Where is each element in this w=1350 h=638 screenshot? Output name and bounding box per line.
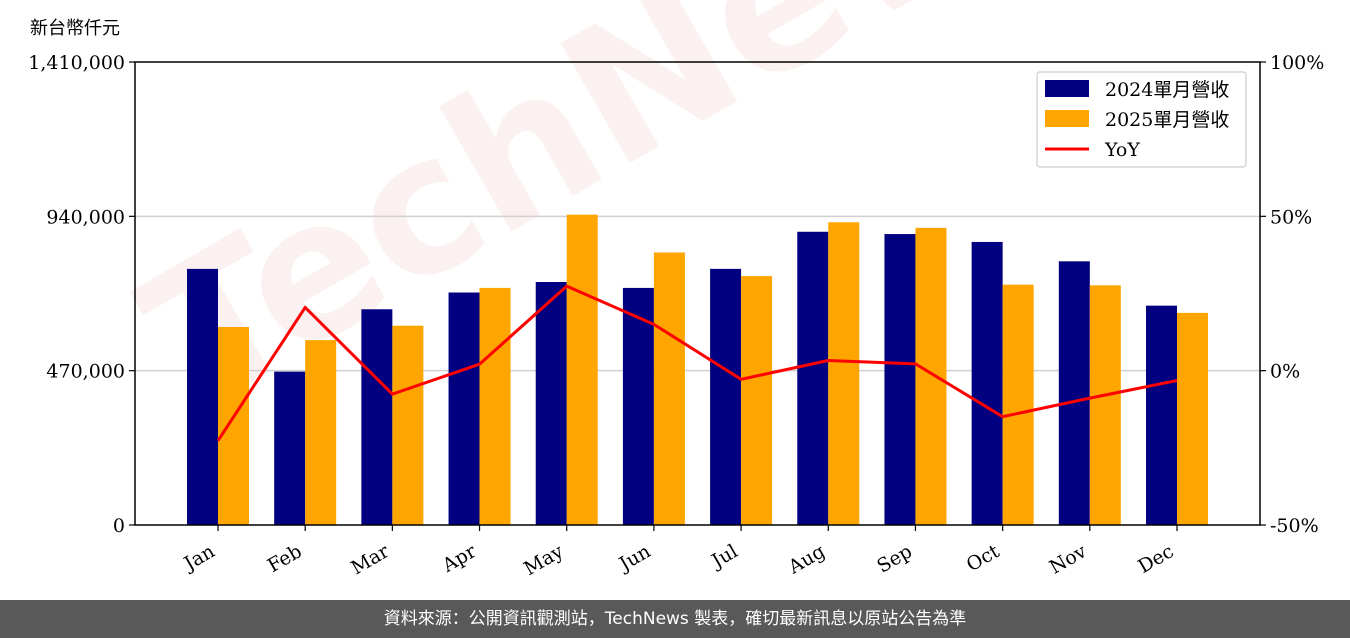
- bar-2025-sep: [915, 227, 947, 526]
- bar-2024-aug: [797, 231, 829, 525]
- bar-2024-jan: [187, 268, 218, 525]
- bar-2025-aug: [828, 222, 860, 526]
- y2-tick-label: 0%: [1270, 361, 1300, 383]
- x-tick-label: May: [520, 540, 567, 580]
- legend-box: [1036, 71, 1247, 168]
- x-tick-label: Mar: [347, 540, 393, 579]
- bar-2024-sep: [884, 234, 916, 525]
- yoy-line-layer: [216, 284, 1178, 442]
- y2-tick-label: -50%: [1270, 515, 1319, 537]
- x-tick-label: Jun: [614, 540, 655, 576]
- x-tick-label: Nov: [1046, 540, 1091, 579]
- bar-2025-apr: [479, 287, 511, 525]
- bar-2025-jan: [218, 326, 249, 525]
- bar-2024-oct: [971, 241, 1003, 525]
- bar-2024-jun: [622, 287, 654, 525]
- bar-2025-dec: [1177, 312, 1208, 525]
- source-footer: 資料來源：公開資訊觀測站，TechNews 製表，確切最新訊息以原站公告為準: [0, 600, 1350, 638]
- x-tick-label: Oct: [963, 540, 1004, 576]
- y2-tick-label: 100%: [1270, 52, 1324, 74]
- y2-tick-label: 50%: [1270, 206, 1312, 228]
- bar-2024-dec: [1146, 305, 1177, 525]
- yoy-line: [216, 284, 1178, 442]
- bar-2025-nov: [1089, 285, 1121, 525]
- legend-label-yoy: YoY: [1104, 139, 1140, 161]
- x-tick-label: Dec: [1134, 540, 1177, 578]
- legend: 2024單月營收 2025單月營收 YoY: [1036, 71, 1247, 168]
- x-tick-label: Jul: [706, 540, 741, 573]
- y-tick-label: 470,000: [46, 361, 125, 383]
- y-tick-label: 1,410,000: [28, 52, 125, 74]
- bar-2024-jul: [710, 268, 742, 525]
- bar-2025-may: [566, 214, 598, 526]
- x-tick-label: Apr: [438, 540, 481, 577]
- bar-2024-may: [535, 282, 567, 525]
- bars-layer: [187, 214, 1208, 526]
- bar-2025-mar: [392, 325, 424, 525]
- bar-2025-oct: [1002, 284, 1034, 525]
- bar-2024-apr: [448, 292, 480, 525]
- bar-2025-jun: [653, 252, 685, 525]
- bar-2024-nov: [1058, 261, 1090, 525]
- y-axis-unit-label: 新台幣仟元: [30, 18, 120, 39]
- y-tick-label: 0: [113, 515, 125, 537]
- chart-area: 0 470,000 940,000 1,410,000 -50% 0% 50% 100% Jan…: [28, 52, 1324, 580]
- x-tick-label: Aug: [784, 540, 829, 579]
- bar-2025-jul: [741, 276, 773, 525]
- bar-2025-feb: [305, 340, 337, 525]
- bar-2024-mar: [361, 309, 393, 525]
- x-tick-label: Feb: [264, 540, 306, 577]
- plot-frame: [134, 61, 1261, 526]
- x-tick-label: Sep: [873, 540, 916, 577]
- x-tick-label: Jan: [179, 540, 219, 576]
- y-tick-label: 940,000: [46, 206, 125, 228]
- legend-label-2025: 2025單月營收: [1105, 109, 1229, 131]
- legend-swatch-2024: [1045, 80, 1089, 97]
- legend-label-2024: 2024單月營收: [1105, 79, 1229, 101]
- legend-swatch-2025: [1045, 110, 1089, 127]
- bar-2024-feb: [274, 371, 306, 525]
